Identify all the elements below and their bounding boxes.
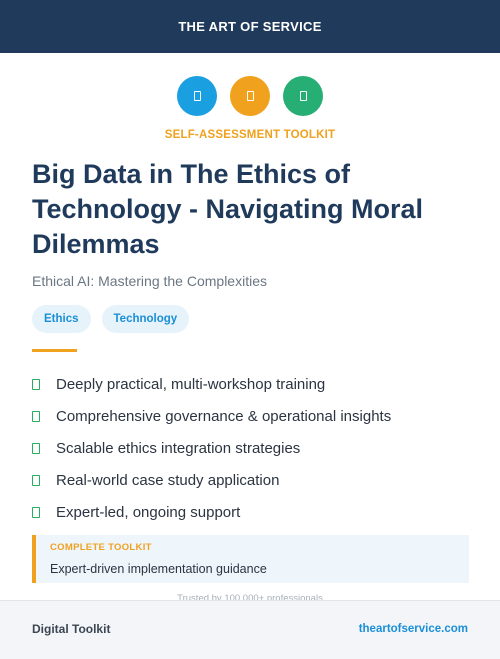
top-banner: THE ART OF SERVICE bbox=[0, 0, 500, 53]
tag-list: Ethics Technology bbox=[32, 305, 190, 333]
brand-name: THE ART OF SERVICE bbox=[178, 19, 322, 34]
check-icon bbox=[32, 378, 40, 390]
green-badge-icon bbox=[283, 76, 323, 116]
feature-text: Deeply practical, multi-workshop trainin… bbox=[56, 375, 326, 393]
callout-text: Expert-driven implementation guidance bbox=[50, 562, 267, 576]
page-title: Big Data in The Ethics of Technology - N… bbox=[32, 159, 424, 259]
feature-item: Comprehensive governance & operational i… bbox=[32, 400, 391, 432]
check-icon bbox=[32, 442, 40, 454]
footer: Digital Toolkit theartofservice.com bbox=[0, 600, 500, 659]
toolkit-callout: COMPLETE TOOLKIT Expert-driven implement… bbox=[32, 535, 469, 583]
feature-text: Comprehensive governance & operational i… bbox=[56, 407, 392, 425]
footer-label: Digital Toolkit bbox=[32, 622, 111, 636]
feature-item: Expert-led, ongoing support bbox=[32, 496, 391, 528]
trusted-note: Trusted by 100,000+ professionals bbox=[177, 593, 323, 601]
feature-text: Real-world case study application bbox=[56, 471, 280, 489]
website-link[interactable]: theartofservice.com bbox=[358, 623, 468, 635]
check-icon bbox=[32, 506, 40, 518]
toolkit-kicker: SELF-ASSESSMENT TOOLKIT bbox=[164, 129, 336, 141]
feature-list: Deeply practical, multi-workshop trainin… bbox=[32, 368, 391, 528]
tag-technology[interactable]: Technology bbox=[101, 305, 190, 333]
check-icon bbox=[32, 410, 40, 422]
feature-text: Scalable ethics integration strategies bbox=[56, 439, 301, 457]
icon-row bbox=[0, 76, 500, 116]
accent-divider bbox=[32, 349, 77, 352]
feature-item: Deeply practical, multi-workshop trainin… bbox=[32, 368, 391, 400]
tag-ethics[interactable]: Ethics bbox=[32, 305, 91, 333]
callout-label: COMPLETE TOOLKIT bbox=[50, 542, 152, 553]
feature-text: Expert-led, ongoing support bbox=[56, 503, 241, 521]
blue-badge-icon bbox=[177, 76, 217, 116]
page-subtitle: Ethical AI: Mastering the Complexities bbox=[32, 273, 267, 289]
orange-badge-icon bbox=[230, 76, 270, 116]
check-icon bbox=[32, 474, 40, 486]
feature-item: Real-world case study application bbox=[32, 464, 391, 496]
feature-item: Scalable ethics integration strategies bbox=[32, 432, 391, 464]
